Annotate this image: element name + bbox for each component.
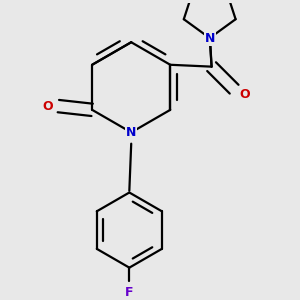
Text: N: N [126, 126, 136, 139]
Text: N: N [205, 32, 215, 44]
Text: O: O [239, 88, 250, 101]
Text: O: O [43, 100, 53, 112]
Text: F: F [125, 286, 134, 298]
